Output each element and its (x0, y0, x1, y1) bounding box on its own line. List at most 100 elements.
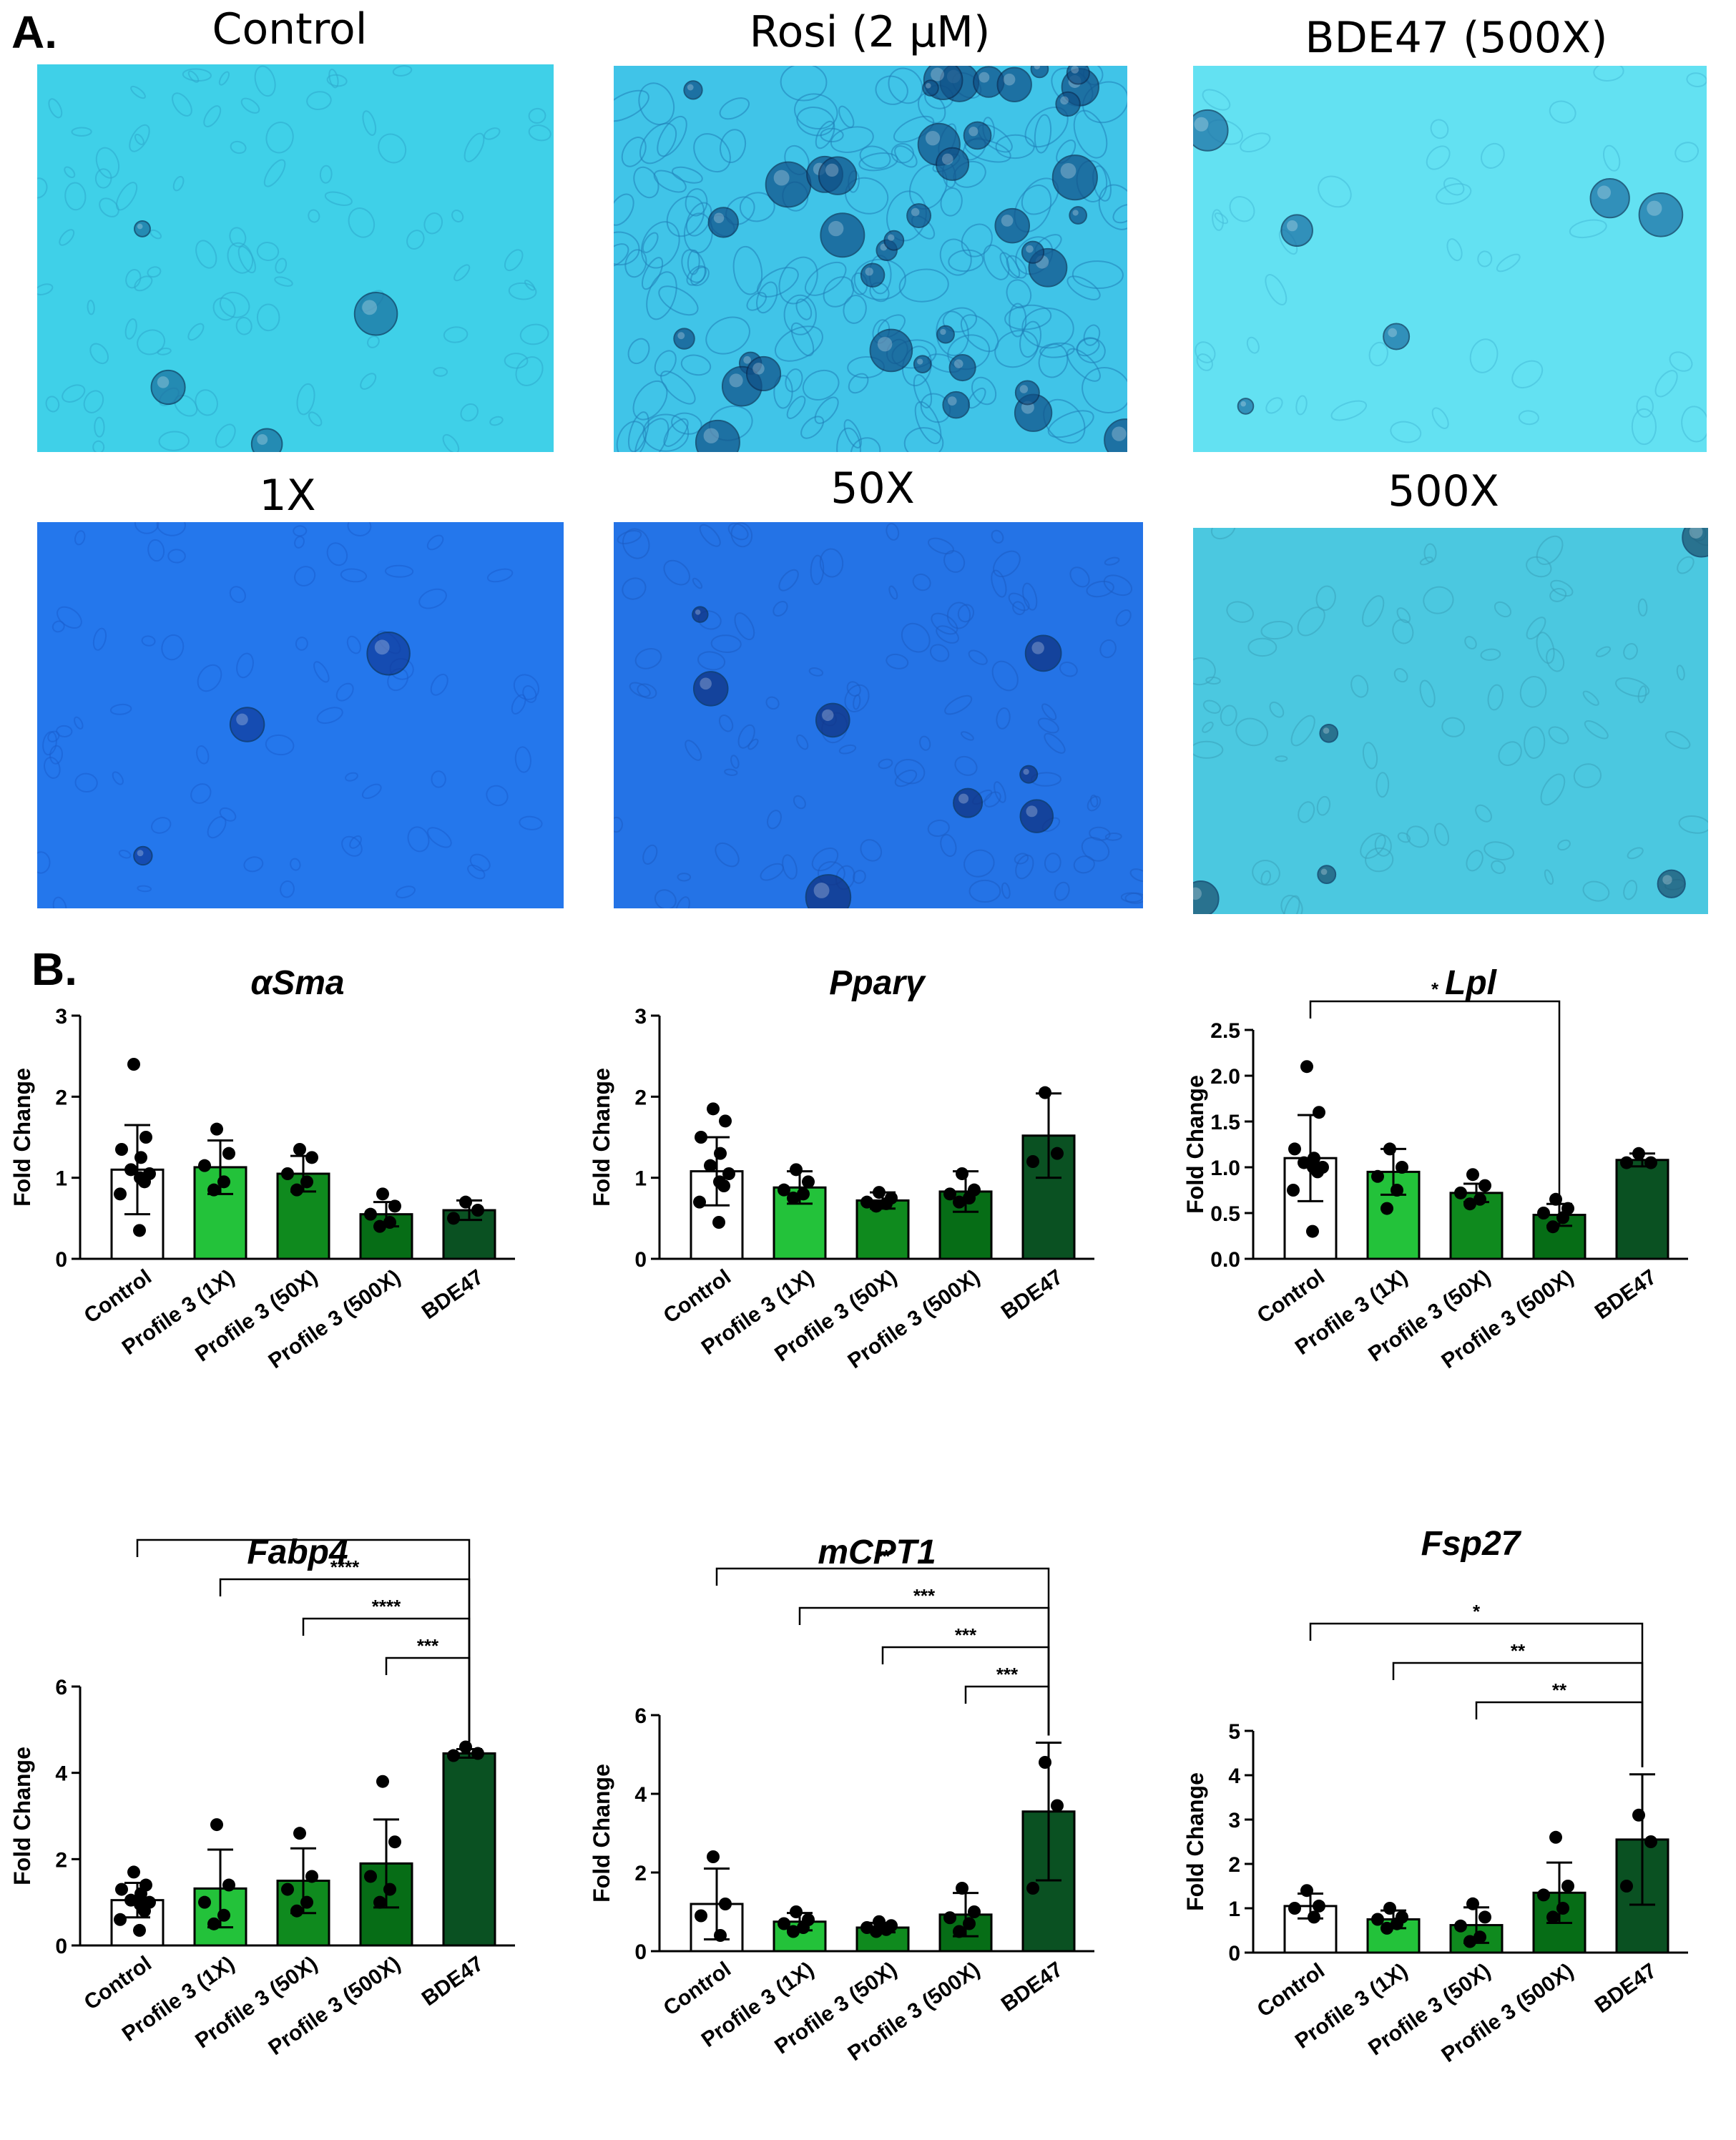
ppar-bar-profile-3-50x (855, 1199, 910, 1260)
ppar-ytick-label: 1 (634, 1167, 647, 1191)
fabp4-significance-label: **** (372, 1596, 401, 1617)
chart-fabp4: Fabp4 Fold Change 0 2 4 6 Control Profile 3 (1X… (0, 1517, 579, 2136)
fsp27-significance-label: ** (1511, 1640, 1526, 1662)
image-title-50x: 50X (830, 463, 915, 514)
fsp27-point (1308, 1910, 1320, 1924)
sma-ylabel: Fold Change (9, 1068, 35, 1207)
mcpt1-point (1051, 1799, 1064, 1812)
lpl-point (1287, 1184, 1300, 1197)
lpl-point (1391, 1184, 1403, 1197)
sma-point (222, 1147, 235, 1160)
chart-pparg: Pparγ Fold Change 0 1 2 3 Control Profile 3 (1X… (579, 958, 1159, 1459)
fsp27-significance-bracket (1392, 1662, 1644, 1767)
fabp4-point (305, 1870, 318, 1883)
lpl-ytick-label: 1.0 (1210, 1157, 1240, 1180)
sma-point (115, 1143, 128, 1156)
lpl-point (1537, 1207, 1550, 1219)
ppar-point (722, 1167, 735, 1180)
ppar-point (956, 1167, 968, 1180)
chart-fsp27: Fsp27 Fold Change 0 1 2 3 4 5 Control Profile 3 (… (1159, 1525, 1736, 2136)
fabp4-xtick-label-bde47: BDE47 (418, 1952, 488, 2011)
sma-point (217, 1175, 230, 1189)
mcpt1-ytick-label: 2 (634, 1862, 647, 1885)
mcpt1-significance-label: *** (913, 1585, 936, 1606)
mcpt1-point (797, 1921, 810, 1934)
fabp4-significance-label: **** (330, 1556, 360, 1578)
fsp27-title: Fsp27 (1421, 1531, 1522, 1563)
fabp4-ytick-label: 0 (55, 1935, 67, 1958)
sma-point (300, 1175, 313, 1189)
lpl-point (1381, 1202, 1393, 1215)
fabp4-point (388, 1835, 401, 1849)
mcpt1-point (714, 1929, 727, 1942)
sma-point (305, 1151, 318, 1164)
sma-point (138, 1175, 151, 1189)
mcpt1-point (790, 1905, 803, 1918)
sma-point (293, 1143, 306, 1156)
fsp27-point (1478, 1910, 1491, 1924)
fabp4-point (222, 1878, 235, 1892)
lpl-point (1313, 1106, 1325, 1119)
fsp27-point (1313, 1899, 1325, 1913)
micrograph-rosi (614, 66, 1127, 452)
lpl-xtick-label-bde47: BDE47 (1591, 1265, 1661, 1325)
fabp4-point (210, 1818, 223, 1832)
ppar-point (870, 1199, 883, 1213)
fsp27-significance-bracket (1475, 1701, 1644, 1767)
sma-point (373, 1219, 386, 1233)
ppar-point (787, 1192, 800, 1204)
fsp27-point (1546, 1910, 1559, 1924)
lpl-ytick-label: 0.0 (1210, 1248, 1240, 1272)
mcpt1-significance-bracket (964, 1685, 1050, 1736)
mcpt1-point (953, 1925, 966, 1938)
fsp27-point (1644, 1835, 1657, 1848)
fabp4-bar-bde47 (442, 1752, 496, 1947)
ppar-point (943, 1187, 956, 1201)
fsp27-point (1537, 1888, 1550, 1902)
micrograph-control (37, 64, 554, 452)
lpl-point (1644, 1156, 1657, 1169)
lpl-ytick-label: 1.5 (1210, 1111, 1240, 1134)
lpl-point (1463, 1197, 1476, 1211)
mcpt1-point (719, 1898, 732, 1910)
lpl-point (1288, 1142, 1301, 1156)
mcpt1-ylabel: Fold Change (589, 1764, 614, 1903)
mcpt1-xtick-label-bde47: BDE47 (997, 1958, 1067, 2017)
fabp4-point (281, 1883, 294, 1896)
mcpt1-significance-label: *** (955, 1624, 977, 1646)
ppar-point (963, 1192, 976, 1204)
fsp27-point (1381, 1921, 1393, 1935)
lpl-point (1466, 1168, 1479, 1182)
lpl-point (1383, 1142, 1396, 1156)
fabp4-point (447, 1749, 460, 1762)
fsp27-point (1549, 1830, 1562, 1844)
image-title-1x: 1X (259, 471, 316, 521)
sma-point (383, 1216, 396, 1229)
sma-xtick-label-bde47: BDE47 (418, 1265, 488, 1325)
fsp27-point (1561, 1880, 1574, 1893)
ppar-ylabel: Fold Change (589, 1068, 614, 1207)
ppar-point (790, 1163, 803, 1177)
sma-ytick-label: 2 (55, 1086, 67, 1109)
sma-point (114, 1187, 127, 1201)
sma-point (376, 1187, 389, 1201)
fsp27-point (1383, 1902, 1396, 1915)
ppar-point (797, 1187, 810, 1201)
ppar-point (719, 1114, 732, 1128)
fsp27-significance-label: ** (1552, 1679, 1567, 1701)
lpl-point (1556, 1211, 1569, 1224)
sma-xtick-label-control: Control (80, 1265, 156, 1328)
mcpt1-point (956, 1882, 968, 1895)
mcpt1-xtick-label-control: Control (659, 1958, 735, 2021)
lpl-point (1311, 1165, 1324, 1179)
lpl-point (1454, 1186, 1467, 1199)
fabp4-point (114, 1913, 127, 1926)
sma-ytick-label: 0 (55, 1248, 67, 1272)
ppar-ytick-label: 2 (634, 1086, 647, 1109)
lpl-ytick-label: 2.0 (1210, 1065, 1240, 1089)
sma-point (459, 1195, 472, 1209)
fabp4-significance-bracket (385, 1656, 471, 1742)
lpl-ytick-label: 0.5 (1210, 1202, 1240, 1226)
fsp27-xtick-label-bde47: BDE47 (1591, 1959, 1661, 2018)
fsp27-point (1620, 1880, 1633, 1893)
